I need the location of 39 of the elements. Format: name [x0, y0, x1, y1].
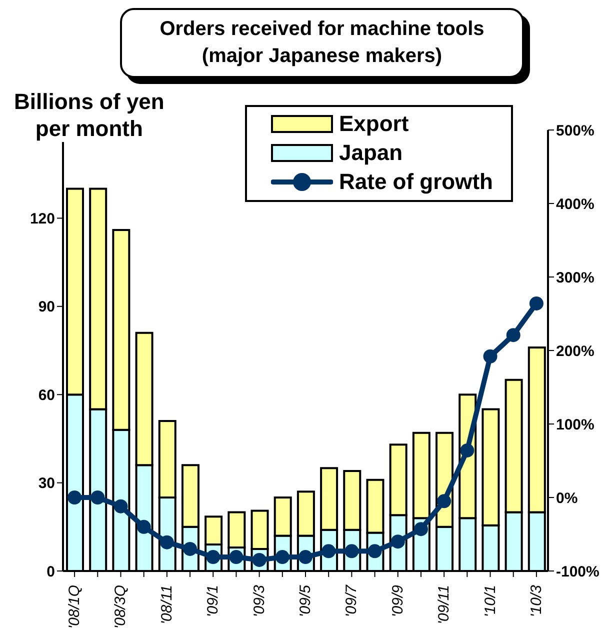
point — [90, 490, 105, 504]
y2-tick-label: 300% — [556, 269, 594, 286]
chart-title: Orders received for machine tools (major Japanese makers) — [120, 8, 524, 78]
x-tick-label: '09/7 — [343, 584, 360, 618]
point — [136, 520, 151, 534]
y2-tick-label: 500% — [556, 122, 594, 140]
x-tick-label: '10/3 — [528, 584, 545, 618]
legend-label: Export — [339, 110, 409, 136]
point — [160, 535, 174, 550]
y-tick-label: 0 — [46, 563, 55, 580]
legend-label: Japan — [339, 140, 403, 166]
point — [114, 499, 128, 514]
x-tick-label: '10/1 — [482, 585, 499, 618]
y2-tick-label: -100% — [556, 563, 600, 580]
point — [437, 494, 452, 508]
y2-tick-label: 400% — [556, 196, 594, 213]
y2-tick-label: 100% — [556, 416, 594, 434]
x-tick-label: '09/5 — [297, 584, 314, 618]
x-tick-label: '08/1Q — [66, 584, 84, 629]
point — [460, 443, 474, 458]
x-tick-label: '09/1 — [204, 585, 222, 618]
x-tick-label: '08/11 — [158, 585, 176, 624]
x-tick-label: '09/3 — [250, 584, 268, 618]
x-tick-label: '09/9 — [389, 584, 406, 618]
y-tick-label: 90 — [38, 298, 55, 316]
x-tick-label: '09/11 — [436, 585, 453, 624]
y-axis-title: Billions of yen per month — [14, 88, 164, 142]
point — [414, 522, 428, 536]
y-tick-label: 60 — [38, 386, 55, 404]
y-tick-label: 120 — [30, 210, 55, 228]
y2-tick-label: 0% — [556, 490, 578, 507]
point — [68, 490, 82, 504]
point — [506, 328, 520, 342]
point — [529, 296, 544, 310]
legend-label: Rate of growth — [339, 168, 493, 194]
x-tick-label: '08/3Q — [112, 584, 130, 629]
y2-tick-label: 200% — [556, 342, 594, 360]
y-tick-label: 30 — [38, 475, 55, 492]
point — [483, 349, 498, 364]
